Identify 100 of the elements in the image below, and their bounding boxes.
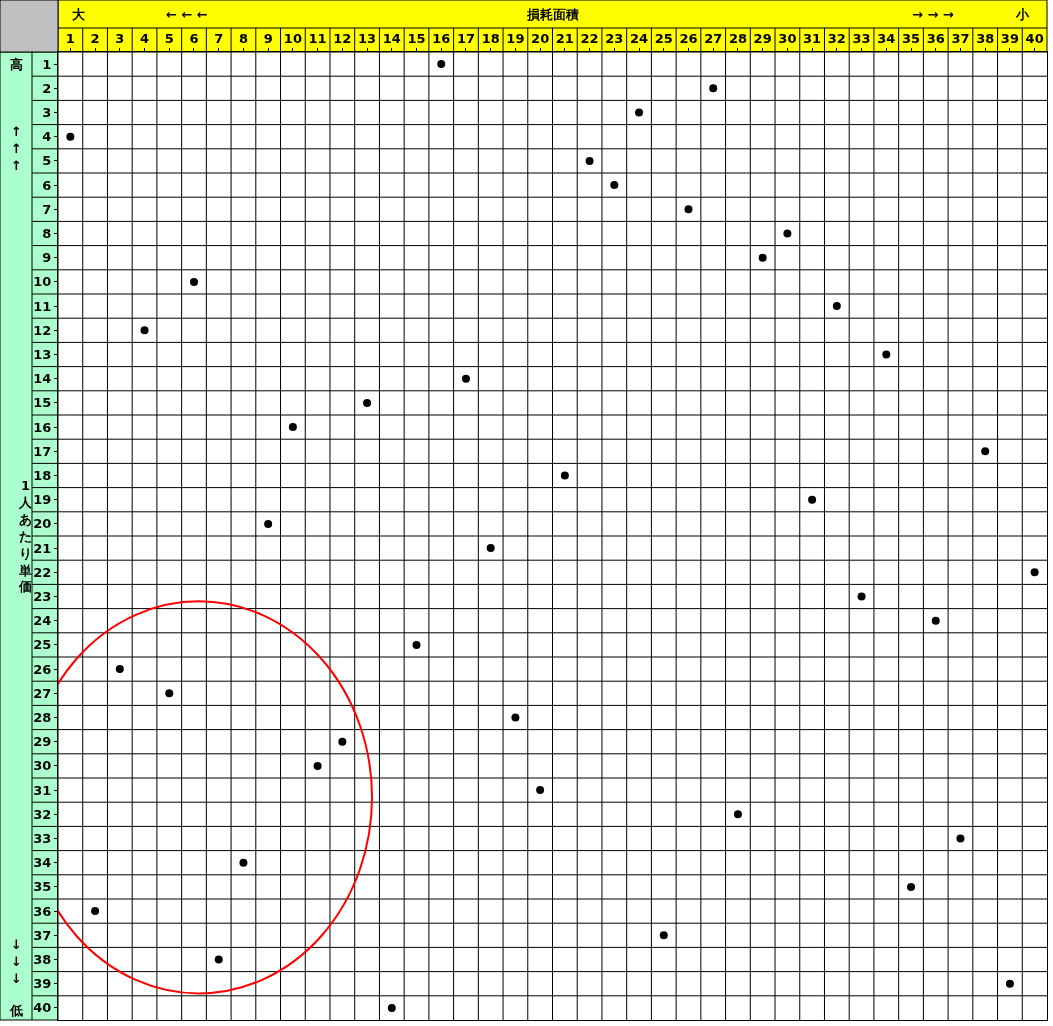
text: 低 — [9, 1003, 23, 1018]
text: 小 — [1015, 7, 1030, 22]
x-tick-label: 29 — [753, 30, 772, 46]
y-tick-label: 14 — [33, 371, 52, 387]
point — [635, 108, 644, 117]
point — [165, 689, 174, 698]
point — [387, 1003, 396, 1012]
point — [610, 181, 619, 190]
y-tick-label: 8 — [42, 226, 52, 242]
x-tick-label: 8 — [238, 30, 248, 46]
y-tick-label: 1 — [42, 56, 52, 72]
x-tick-label: 34 — [877, 30, 896, 46]
x-tick-label: 3 — [115, 30, 125, 46]
x-tick-label: 36 — [926, 30, 945, 46]
point — [956, 834, 965, 843]
y-tick-label: 39 — [33, 976, 52, 992]
x-tick-label: 6 — [189, 30, 199, 46]
x-tick-label: 11 — [308, 30, 327, 46]
text: 大 — [72, 7, 86, 22]
x-tick-label: 5 — [164, 30, 174, 46]
point — [560, 471, 569, 480]
x-tick-label: 25 — [654, 30, 673, 46]
point — [832, 302, 841, 311]
y-tick-label: 22 — [33, 564, 52, 580]
point — [486, 544, 495, 553]
point — [264, 519, 273, 528]
x-tick-label: 12 — [333, 30, 352, 46]
y-tick-label: 18 — [33, 468, 52, 484]
x-tick-label: 32 — [827, 30, 846, 46]
point — [783, 229, 792, 238]
x-tick-label: 15 — [407, 30, 426, 46]
point — [338, 737, 347, 746]
point — [140, 326, 149, 335]
point — [931, 616, 940, 625]
x-tick-label: 1 — [65, 30, 75, 46]
text: 高 — [10, 57, 23, 72]
x-tick-label: 2 — [90, 30, 100, 46]
y-tick-label: 23 — [33, 589, 52, 605]
y-tick-label: 10 — [33, 274, 52, 290]
x-tick-label: 26 — [679, 30, 698, 46]
x-tick-label: 28 — [728, 30, 747, 46]
point — [659, 931, 668, 940]
point — [981, 447, 990, 456]
y-tick-label: 19 — [33, 492, 52, 508]
y-tick-label: 2 — [42, 80, 52, 96]
x-tick-label: 39 — [1000, 30, 1019, 46]
point — [91, 907, 100, 916]
y-tick-label: 35 — [33, 879, 52, 895]
point — [437, 60, 446, 69]
y-tick-label: 17 — [33, 443, 52, 459]
point — [709, 84, 718, 93]
point — [313, 761, 322, 770]
y-tick-label: 21 — [33, 540, 52, 556]
x-tick-label: 16 — [432, 30, 451, 46]
y-tick-label: 30 — [33, 758, 52, 774]
x-tick-label: 19 — [506, 30, 525, 46]
text: ↑ ↑ ↑ — [11, 124, 22, 173]
x-tick-label: 27 — [704, 30, 723, 46]
y-axis-title: 1人あたり単価 — [18, 478, 33, 595]
y-tick-label: 16 — [33, 419, 52, 435]
y-tick-label: 29 — [33, 734, 52, 750]
point — [461, 374, 470, 383]
point — [907, 882, 916, 891]
point — [882, 350, 891, 359]
y-tick-label: 25 — [33, 637, 52, 653]
y-tick-label: 13 — [33, 347, 52, 363]
point — [857, 592, 866, 601]
point — [288, 423, 297, 432]
x-tick-label: 37 — [951, 30, 970, 46]
x-tick-label: 17 — [456, 30, 476, 46]
text: ← ← ← — [166, 7, 208, 22]
x-tick-label: 7 — [214, 30, 224, 46]
y-tick-label: 7 — [42, 201, 52, 217]
x-tick-label: 20 — [531, 30, 550, 46]
y-tick-label: 15 — [33, 395, 52, 411]
x-tick-label: 35 — [901, 30, 921, 46]
point — [1005, 979, 1014, 988]
x-axis-title: 損耗面積 — [526, 7, 579, 22]
y-tick-label: 36 — [33, 903, 52, 919]
y-tick-label: 9 — [42, 250, 52, 266]
x-tick-label: 33 — [852, 30, 871, 46]
y-tick-label: 32 — [33, 806, 52, 822]
x-tick-label: 21 — [555, 30, 574, 46]
x-tick-label: 31 — [803, 30, 822, 46]
y-tick-label: 37 — [33, 927, 52, 943]
y-tick-label: 24 — [33, 613, 52, 629]
y-tick-label: 20 — [33, 516, 52, 532]
y-tick-label: 5 — [42, 153, 52, 169]
point — [684, 205, 693, 214]
x-tick-label: 14 — [382, 30, 401, 46]
point — [66, 132, 75, 141]
y-tick-label: 33 — [33, 831, 52, 847]
y-tick-label: 34 — [33, 855, 52, 871]
y-tick-label: 28 — [33, 710, 52, 726]
x-tick-label: 30 — [778, 30, 797, 46]
y-tick-label: 12 — [33, 322, 52, 338]
y-tick-label: 3 — [42, 105, 52, 121]
text: → → → — [912, 7, 954, 22]
point — [1030, 568, 1039, 577]
x-tick-label: 22 — [580, 30, 599, 46]
